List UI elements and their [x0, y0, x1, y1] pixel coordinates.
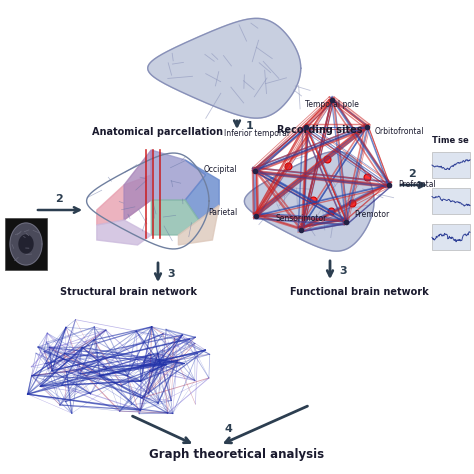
- Text: Anatomical parcellation: Anatomical parcellation: [92, 127, 224, 137]
- Text: Prefrontal: Prefrontal: [398, 181, 436, 189]
- Polygon shape: [151, 150, 206, 200]
- Text: Functional brain network: Functional brain network: [290, 287, 429, 297]
- Text: 3: 3: [167, 269, 174, 279]
- Polygon shape: [97, 175, 151, 225]
- Text: Parietal: Parietal: [209, 208, 238, 217]
- Text: Inferior temporal: Inferior temporal: [224, 129, 289, 138]
- FancyBboxPatch shape: [432, 152, 470, 178]
- Polygon shape: [10, 223, 42, 265]
- Text: Graph theoretical analysis: Graph theoretical analysis: [149, 448, 325, 461]
- FancyBboxPatch shape: [5, 218, 47, 270]
- Text: Sensorimotor: Sensorimotor: [275, 215, 327, 223]
- Text: Orbitofrontal: Orbitofrontal: [374, 128, 424, 136]
- Text: 2: 2: [408, 169, 416, 179]
- Polygon shape: [124, 150, 151, 220]
- Text: 1: 1: [246, 121, 254, 131]
- FancyBboxPatch shape: [432, 224, 470, 250]
- Polygon shape: [97, 220, 151, 245]
- Polygon shape: [245, 151, 374, 251]
- Polygon shape: [178, 205, 219, 245]
- Text: 3: 3: [339, 266, 346, 276]
- FancyBboxPatch shape: [432, 188, 470, 214]
- Polygon shape: [19, 235, 33, 253]
- Text: Time se: Time se: [432, 136, 469, 145]
- Text: 4: 4: [225, 424, 233, 434]
- Text: Occipital: Occipital: [203, 165, 237, 174]
- Text: Recording sites: Recording sites: [277, 125, 363, 135]
- Polygon shape: [151, 200, 199, 235]
- Text: 2: 2: [55, 194, 63, 204]
- Text: Temporal pole: Temporal pole: [305, 100, 359, 109]
- Polygon shape: [185, 160, 219, 220]
- Text: Structural brain network: Structural brain network: [60, 287, 197, 297]
- Text: Premotor: Premotor: [355, 210, 390, 219]
- Polygon shape: [148, 18, 301, 118]
